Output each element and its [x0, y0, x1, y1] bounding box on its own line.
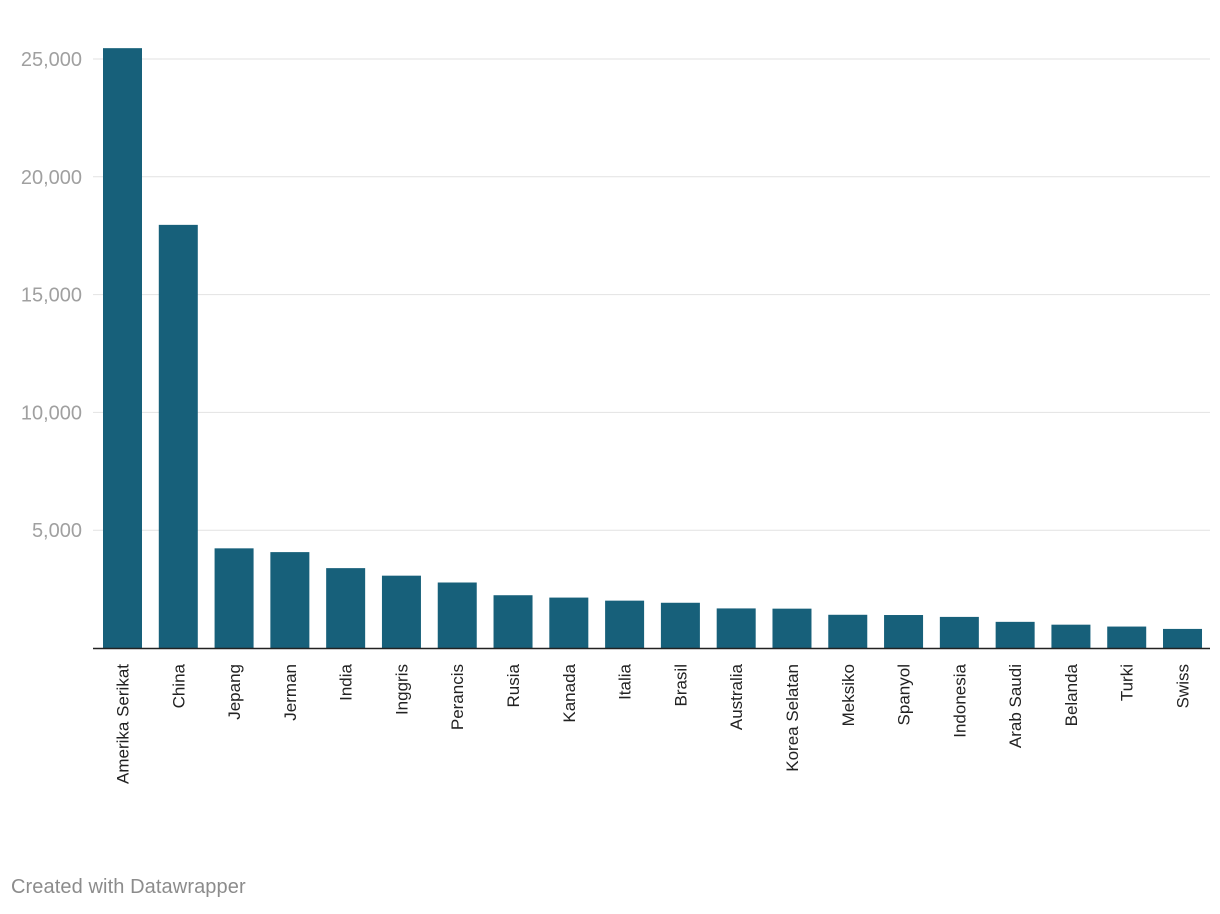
bar	[103, 48, 142, 648]
bar	[437, 582, 477, 648]
x-category-label: China	[169, 663, 188, 708]
x-category-label: Turki	[1118, 664, 1137, 701]
x-category-label: Indonesia	[950, 663, 969, 737]
x-category-label: Korea Selatan	[783, 664, 802, 772]
x-category-label: Belanda	[1062, 663, 1081, 726]
bar	[270, 552, 310, 648]
x-category-label: Italia	[616, 663, 635, 699]
x-category-label: Rusia	[504, 663, 523, 707]
y-tick-label: 10,000	[21, 402, 82, 424]
x-category-label: Meksiko	[839, 664, 858, 726]
y-tick-label: 15,000	[21, 285, 82, 307]
bar	[884, 615, 924, 648]
bar	[772, 608, 812, 648]
x-category-label: Jerman	[281, 664, 300, 721]
bar	[605, 600, 645, 648]
x-category-label: Amerika Serikat	[114, 664, 133, 784]
bar	[214, 548, 254, 648]
y-tick-label: 5,000	[32, 520, 82, 542]
x-category-label: Inggris	[392, 664, 411, 715]
bar	[1051, 624, 1091, 648]
bar	[716, 608, 756, 648]
x-category-label: Australia	[727, 663, 746, 730]
x-category-label: Brasil	[671, 664, 690, 707]
bar	[1163, 628, 1203, 648]
bar	[549, 597, 589, 648]
bar	[158, 224, 198, 648]
y-tick-label: 20,000	[21, 167, 82, 189]
x-category-label: Kanada	[560, 663, 579, 722]
bar	[381, 575, 421, 648]
bar	[660, 602, 700, 648]
x-category-label: Arab Saudi	[1006, 664, 1025, 748]
bar	[995, 621, 1035, 648]
x-category-label: Swiss	[1174, 664, 1193, 708]
bar	[493, 595, 533, 648]
bar	[828, 614, 868, 648]
x-category-label: Perancis	[448, 664, 467, 730]
x-category-label: Spanyol	[895, 664, 914, 725]
bar	[939, 616, 979, 648]
y-tick-label: 25,000	[21, 49, 82, 71]
x-category-label: Jepang	[225, 664, 244, 720]
x-category-label: India	[337, 663, 356, 700]
credit-text: Created with Datawrapper	[11, 876, 246, 898]
bar	[1107, 626, 1147, 648]
bar	[326, 568, 366, 648]
